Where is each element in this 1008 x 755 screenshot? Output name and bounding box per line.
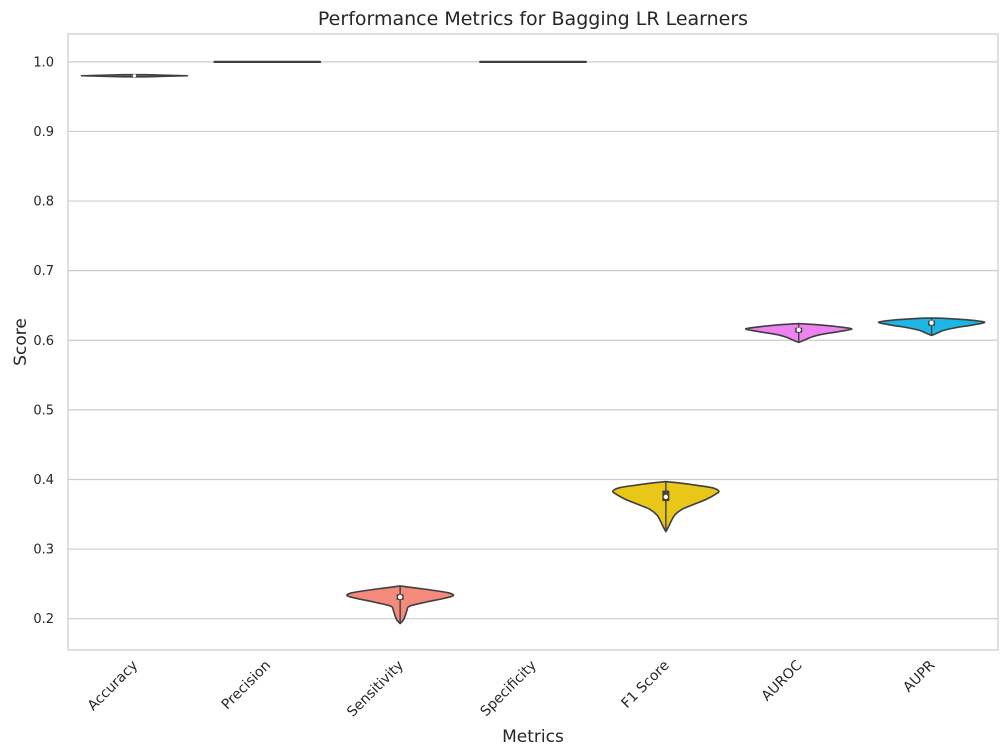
x-axis-label: Metrics [502,727,564,747]
y-tick-label: 0.7 [33,264,54,279]
violin-auroc [744,322,853,344]
x-tick-label: F1 Score [619,658,673,712]
y-tick-label: 0.5 [33,403,54,418]
violin-accuracy [80,73,189,78]
violin-aupr [877,317,986,337]
y-tick-label: 0.8 [33,195,54,210]
x-tick-labels: Accuracy Precision Sensitivity Specificity F… [85,657,939,720]
violins [80,60,986,625]
violin-median-dot [929,320,934,326]
plot-frame [67,33,999,651]
x-tick-label: Accuracy [85,658,142,715]
x-tick-label: Sensitivity [344,658,407,721]
gridlines [68,61,998,620]
violin-median-dot [663,494,669,500]
y-tick-labels: 0.2 0.3 0.4 0.5 0.6 0.7 0.8 0.9 1.0 [33,55,54,627]
y-tick-label: 0.3 [33,543,54,558]
violin-f1-score [612,480,720,533]
violin-median-dot [132,74,137,78]
violin-specificity [479,60,587,63]
x-tick-label: AUPR [900,657,938,695]
violin-body [479,60,587,63]
y-axis-label: Score [11,318,31,366]
x-tick-label: Specificity [477,658,539,720]
y-tick-label: 0.4 [33,473,54,488]
violin-median-dot [796,327,801,333]
chart-title: Performance Metrics for Bagging LR Learn… [318,8,748,30]
y-tick-label: 0.6 [33,334,54,349]
violin-precision [213,60,322,63]
y-tick-label: 0.9 [33,125,54,140]
y-tick-label: 1.0 [33,55,54,70]
y-tick-label: 0.2 [33,612,54,627]
violin-sensitivity [346,585,455,625]
violin-body [213,60,322,63]
x-tick-label: Precision [219,658,274,713]
x-tick-label: AUROC [759,657,806,704]
violin-median-dot [397,594,403,600]
